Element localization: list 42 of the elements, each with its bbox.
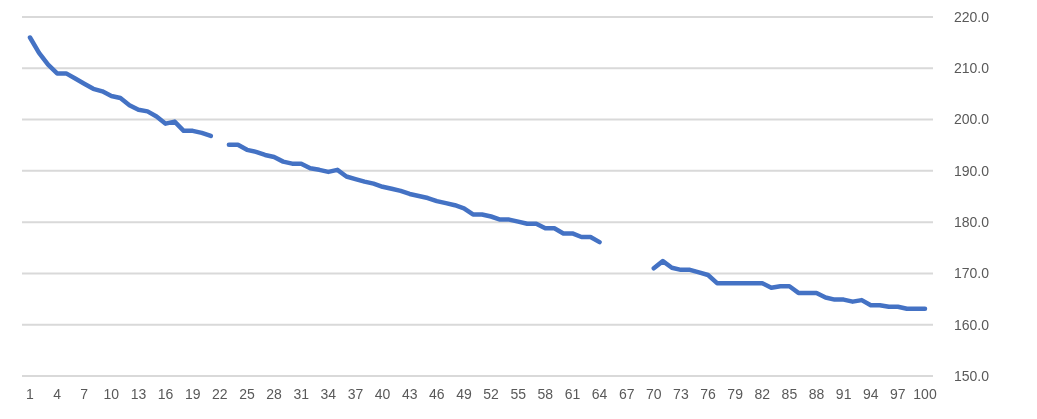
x-tick-label: 100 xyxy=(913,386,937,402)
x-tick-label: 34 xyxy=(320,386,337,402)
x-tick-label: 10 xyxy=(103,386,120,402)
x-tick-label: 28 xyxy=(266,386,283,402)
y-tick-label: 200.0 xyxy=(954,111,990,128)
x-tick-label: 40 xyxy=(374,386,391,402)
x-tick-label: 22 xyxy=(212,386,228,402)
x-tick-label: 7 xyxy=(80,386,89,402)
x-tick-label: 94 xyxy=(862,386,879,402)
y-tick-label: 180.0 xyxy=(954,214,990,231)
x-tick-label: 91 xyxy=(835,386,852,402)
y-tick-label: 150.0 xyxy=(954,367,990,384)
x-tick-label: 49 xyxy=(456,386,472,402)
x-tick-label: 43 xyxy=(401,386,418,402)
x-tick-label: 46 xyxy=(429,386,445,402)
x-tick-label: 19 xyxy=(184,386,201,402)
y-tick-label: 220.0 xyxy=(954,8,990,25)
x-tick-label: 70 xyxy=(646,386,662,402)
x-tick-label: 97 xyxy=(890,386,906,402)
x-tick-label: 64 xyxy=(591,386,608,402)
y-tick-label: 170.0 xyxy=(954,265,990,282)
x-tick-label: 76 xyxy=(700,386,717,402)
x-tick-label: 25 xyxy=(239,386,255,402)
x-tick-label: 61 xyxy=(564,386,581,402)
x-tick-label: 55 xyxy=(510,386,527,402)
y-tick-label: 210.0 xyxy=(954,60,990,77)
x-tick-label: 79 xyxy=(727,386,744,402)
x-tick-label: 37 xyxy=(347,386,364,402)
y-tick-label: 190.0 xyxy=(954,162,990,179)
x-tick-label: 16 xyxy=(157,386,174,402)
x-tick-label: 31 xyxy=(293,386,310,402)
x-tick-label: 4 xyxy=(53,386,62,402)
x-tick-label: 52 xyxy=(483,386,500,402)
x-tick-label: 73 xyxy=(673,386,689,402)
x-tick-label: 58 xyxy=(537,386,554,402)
x-tick-label: 13 xyxy=(130,386,147,402)
y-tick-label: 160.0 xyxy=(954,316,990,333)
x-tick-label: 67 xyxy=(618,386,635,402)
x-tick-label: 88 xyxy=(808,386,825,402)
x-tick-label: 85 xyxy=(781,386,798,402)
x-tick-label: 82 xyxy=(754,386,771,402)
x-tick-label: 1 xyxy=(26,386,35,402)
